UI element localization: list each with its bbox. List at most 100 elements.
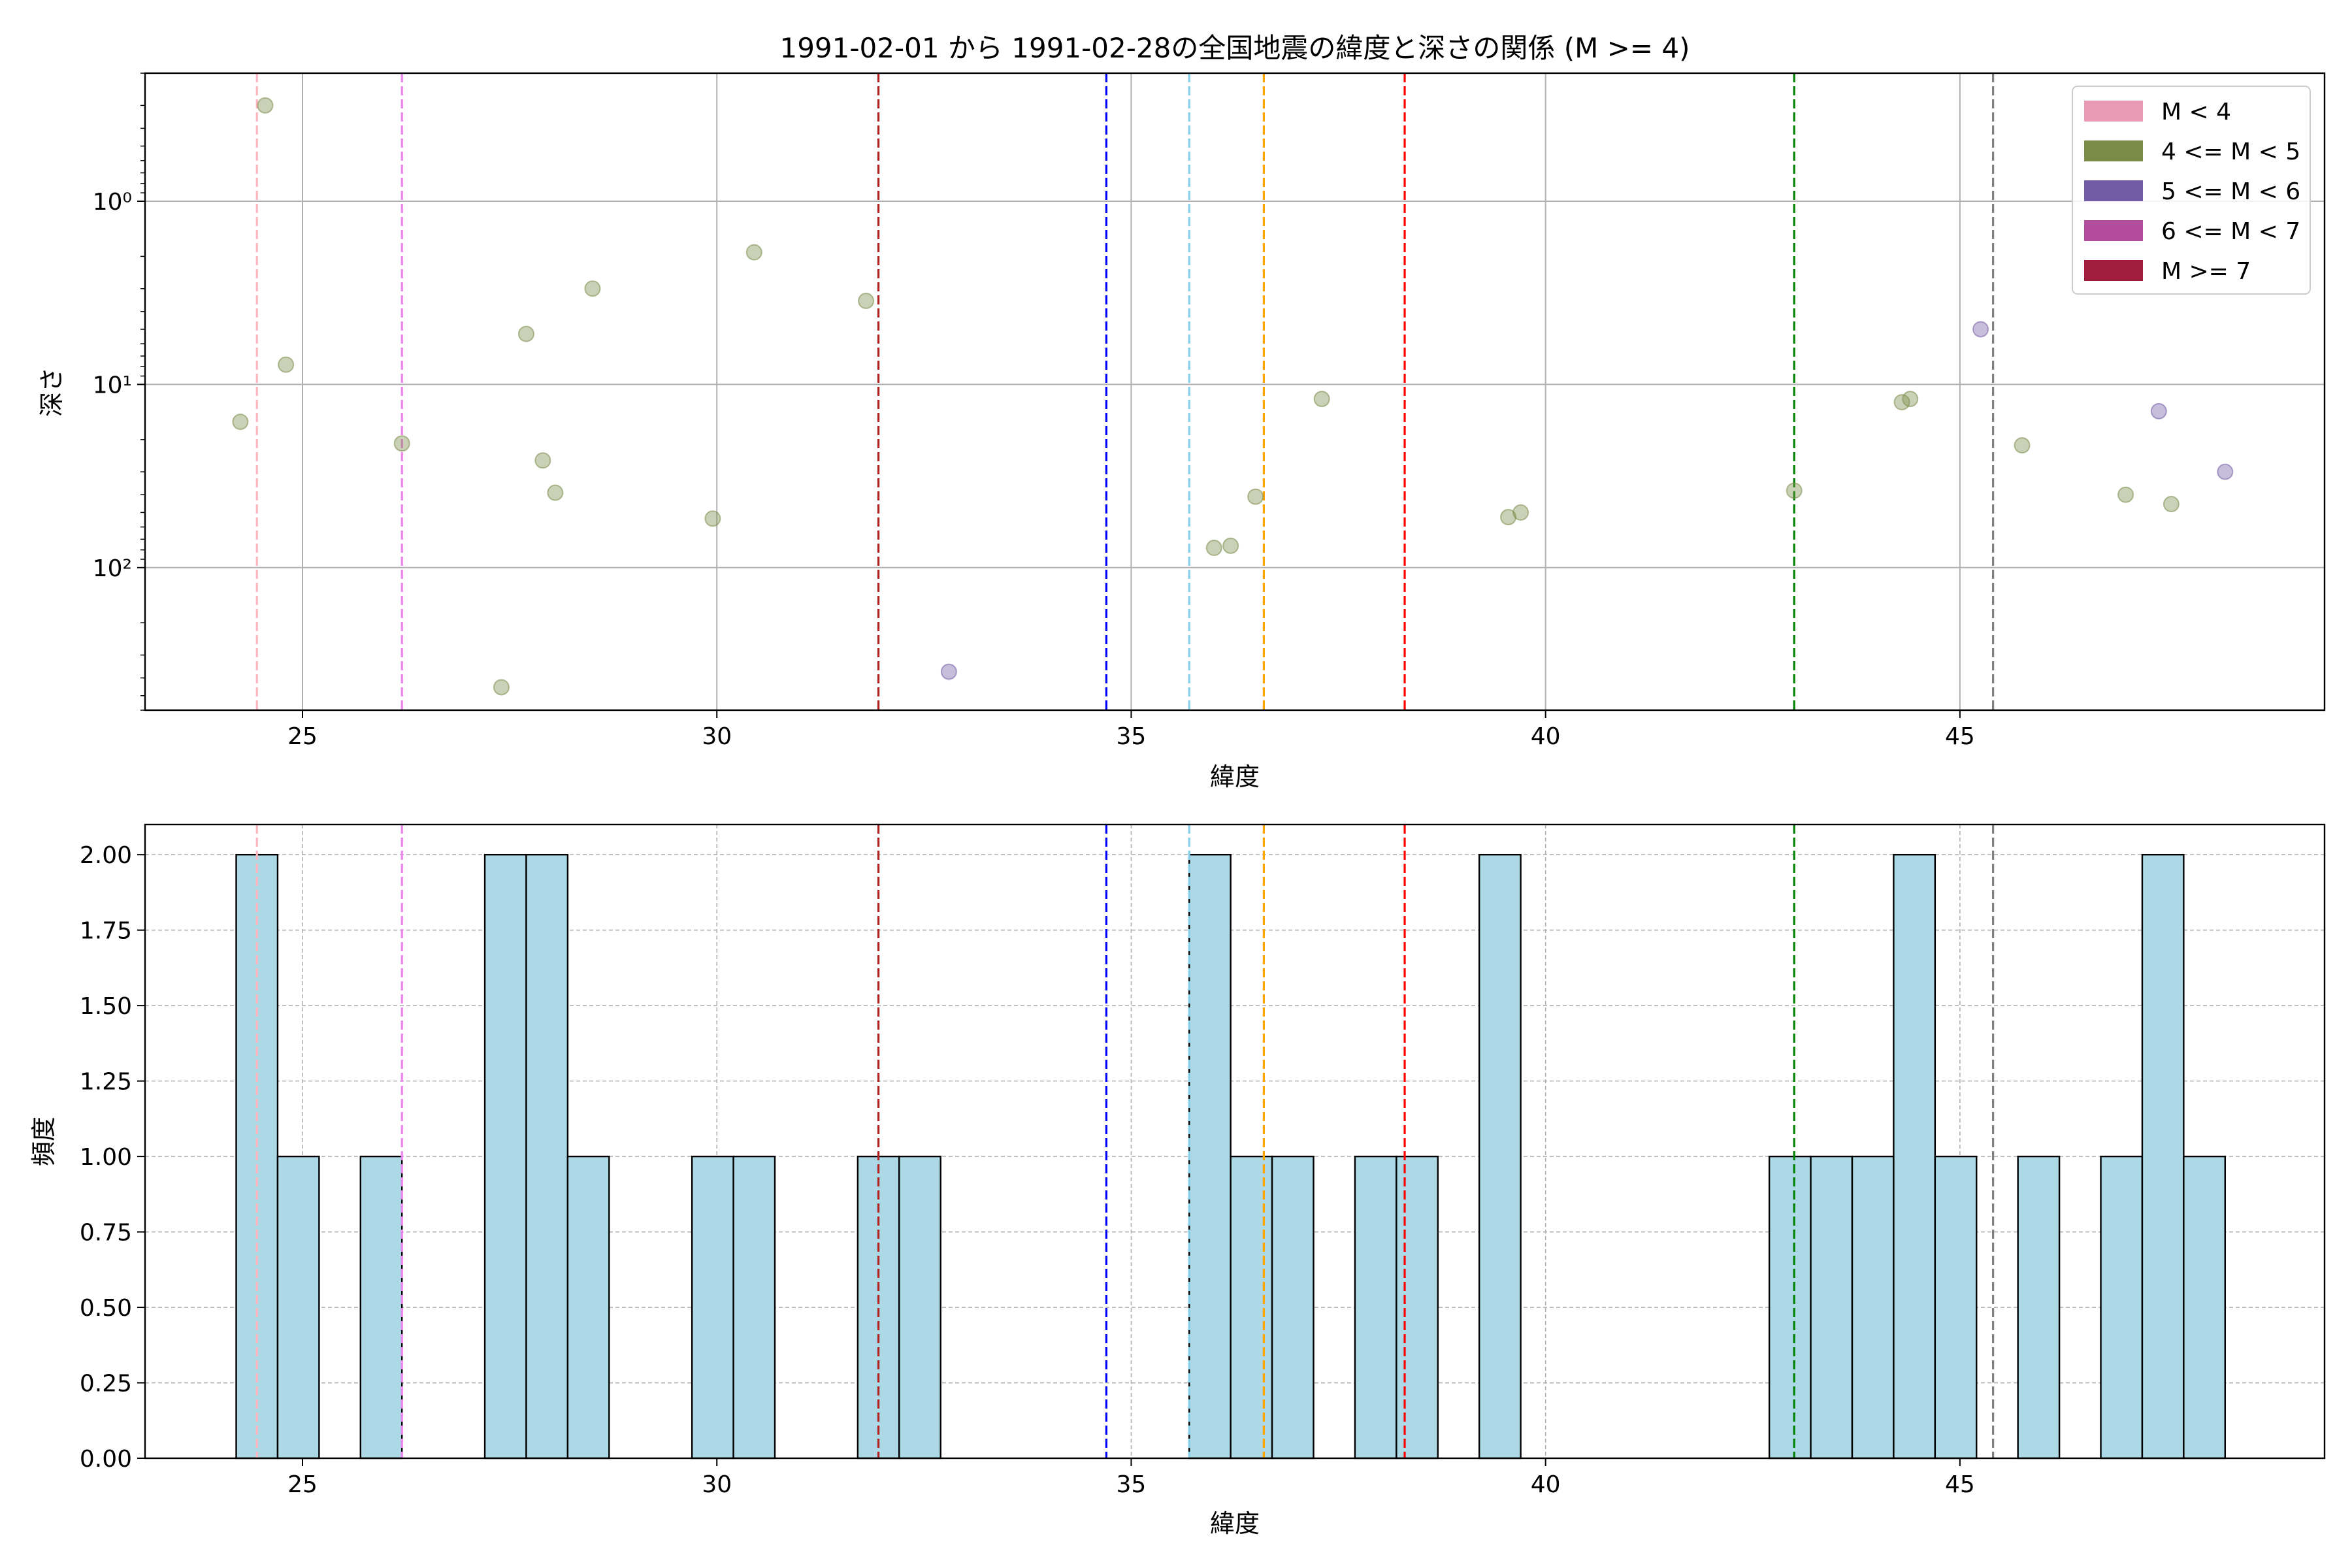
- histogram-y-axis-label: 頻度: [29, 1117, 58, 1166]
- scatter-x-tick-label: 40: [1531, 723, 1561, 750]
- scatter-point: [547, 484, 564, 501]
- scatter-x-tick-label: 25: [287, 723, 318, 750]
- histogram-bar: [1188, 853, 1232, 1460]
- scatter-point: [1247, 488, 1264, 505]
- histogram-reference-lines: [255, 825, 1995, 1458]
- histogram-x-tick-label: 40: [1531, 1471, 1561, 1498]
- scatter-point: [493, 679, 510, 696]
- legend-swatch: [2084, 180, 2143, 201]
- scatter-x-axis-ticks: 25 30 35 40 45: [287, 710, 1975, 750]
- scatter-point: [2150, 402, 2167, 419]
- scatter-x-axis-label: 緯度: [1210, 762, 1260, 791]
- histogram-x-axis-ticks: 25 30 35 40 45: [287, 1458, 1975, 1498]
- scatter-x-tick-label: 45: [1945, 723, 1975, 750]
- scatter-point: [1893, 394, 1910, 411]
- histogram-y-tick-label: 0.75: [80, 1220, 132, 1247]
- scatter-y-tick-label: 10¹: [93, 372, 132, 399]
- scatter-point: [858, 293, 875, 310]
- histogram-bars: [235, 853, 2226, 1460]
- scatter-y-tick-label: 10⁰: [93, 189, 132, 216]
- histogram-bar: [1354, 1155, 1397, 1460]
- scatter-point: [1902, 391, 1919, 408]
- histogram-bar: [566, 1155, 610, 1460]
- histogram-x-tick-label: 30: [702, 1471, 732, 1498]
- histogram-x-axis-label: 緯度: [1210, 1509, 1260, 1538]
- histogram-bar: [1810, 1155, 1854, 1460]
- scatter-x-tick-label: 30: [702, 723, 732, 750]
- scatter-point: [2217, 463, 2234, 480]
- scatter-point: [2163, 496, 2180, 513]
- scatter-point: [278, 356, 295, 373]
- scatter-y-axis-label: 深さ: [37, 367, 66, 417]
- histogram-x-tick-label: 25: [287, 1471, 318, 1498]
- histogram-bar: [1893, 853, 1936, 1460]
- histogram-chart: 25 30 35 40 45 0.00 0.25 0.50 0.75 1.00 1.25 1.50 1…: [29, 823, 2326, 1538]
- histogram-bar: [1934, 1155, 1978, 1460]
- scatter-point: [1972, 321, 1989, 338]
- histogram-bar: [732, 1155, 776, 1460]
- histogram-bar: [2017, 1155, 2061, 1460]
- histogram-y-tick-label: 0.50: [80, 1295, 132, 1322]
- scatter-reference-lines: [255, 73, 1995, 710]
- histogram-x-tick-label: 35: [1117, 1471, 1147, 1498]
- histogram-y-tick-label: 2.00: [80, 842, 132, 869]
- histogram-bar: [2100, 1155, 2144, 1460]
- histogram-bar: [2183, 1155, 2226, 1460]
- scatter-chart: 1991-02-01 から 1991-02-28の全国地震の緯度と深さの関係 (…: [37, 32, 2326, 791]
- scatter-grid: [145, 73, 2325, 710]
- legend-label: 4 <= M < 5: [2161, 139, 2300, 165]
- scatter-point: [1500, 508, 1517, 525]
- scatter-y-axis-ticks: 10⁰ 10¹ 10²: [93, 73, 145, 711]
- histogram-y-tick-label: 1.50: [80, 993, 132, 1020]
- scatter-point: [534, 452, 551, 469]
- scatter-point: [2014, 437, 2031, 454]
- legend-entries: M < 4 4 <= M < 5 5 <= M < 6 6 <= M < 7 M >= …: [2084, 99, 2300, 285]
- histogram-bar: [1230, 1155, 1273, 1460]
- scatter-point: [232, 414, 249, 431]
- scatter-y-tick-label: 10²: [93, 555, 132, 582]
- histogram-bar: [691, 1155, 734, 1460]
- legend-label: 6 <= M < 7: [2161, 218, 2300, 245]
- legend-frame: [2072, 86, 2311, 295]
- histogram-bar: [898, 1155, 941, 1460]
- legend-label: M < 4: [2161, 99, 2231, 125]
- scatter-point: [1313, 391, 1330, 408]
- scatter-plot-frame: [144, 72, 2326, 711]
- legend-label: 5 <= M < 6: [2161, 178, 2300, 205]
- scatter-point: [393, 435, 410, 452]
- chart-title: 1991-02-01 から 1991-02-28の全国地震の緯度と深さの関係 (…: [779, 32, 1690, 64]
- scatter-point: [704, 510, 721, 527]
- legend-label: M >= 7: [2161, 258, 2251, 285]
- histogram-bar: [525, 853, 569, 1460]
- scatter-x-tick-label: 35: [1117, 723, 1147, 750]
- histogram-bar: [276, 1155, 320, 1460]
- legend-swatch: [2084, 260, 2143, 281]
- scatter-point: [257, 97, 274, 114]
- scatter-point: [1786, 482, 1803, 499]
- histogram-plot-frame: [144, 823, 2326, 1460]
- histogram-bar: [359, 1155, 403, 1460]
- legend: M < 4 4 <= M < 5 5 <= M < 6 6 <= M < 7 M >= …: [2072, 86, 2311, 295]
- scatter-point: [1512, 504, 1529, 521]
- histogram-bar: [2141, 853, 2185, 1460]
- histogram-bar: [1768, 1155, 1812, 1460]
- histogram-y-tick-label: 1.25: [80, 1069, 132, 1096]
- histogram-bar: [1851, 1155, 1895, 1460]
- legend-swatch: [2084, 101, 2143, 122]
- histogram-bar: [1478, 853, 1522, 1460]
- histogram-bar: [1271, 1155, 1315, 1460]
- scatter-point: [584, 280, 601, 297]
- histogram-y-tick-label: 1.00: [80, 1144, 132, 1171]
- legend-swatch: [2084, 140, 2143, 161]
- histogram-bar: [483, 853, 527, 1460]
- scatter-point: [940, 663, 957, 680]
- scatter-point: [2117, 486, 2134, 503]
- histogram-y-axis-ticks: 0.00 0.25 0.50 0.75 1.00 1.25 1.50 1.75 2.00: [80, 842, 145, 1473]
- scatter-point: [1222, 537, 1239, 554]
- histogram-x-tick-label: 45: [1945, 1471, 1975, 1498]
- histogram-y-tick-label: 0.00: [80, 1446, 132, 1473]
- legend-swatch: [2084, 220, 2143, 241]
- scatter-point: [1205, 540, 1222, 557]
